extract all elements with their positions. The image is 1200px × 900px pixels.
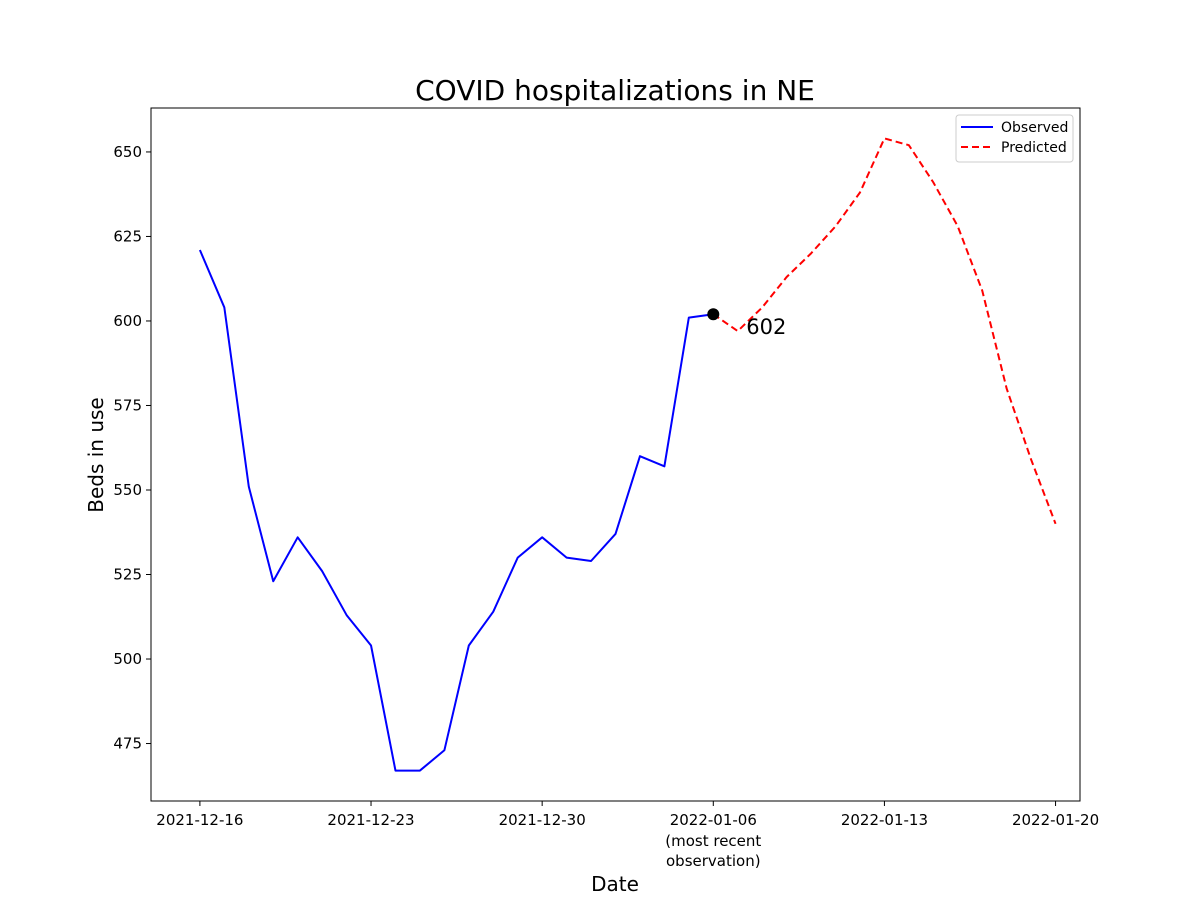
y-tick-label: 575: [113, 396, 142, 414]
y-axis: 475 500 525 550 575 600 625 650: [113, 143, 151, 753]
annotation-marker: [707, 308, 720, 321]
x-axis: 2021-12-16 2021-12-23 2021-12-30 2022-01-06…: [156, 801, 1099, 870]
legend-label-observed: Observed: [1001, 120, 1068, 136]
x-tick-label: 2021-12-30: [499, 811, 586, 829]
series-line-predicted: [712, 137, 1057, 525]
annotation-label: 602: [746, 315, 786, 339]
y-tick-label: 650: [113, 143, 142, 161]
y-tick-label: 475: [113, 735, 142, 753]
chart-title: COVID hospitalizations in NE: [415, 74, 815, 107]
y-tick-label: 600: [113, 312, 142, 330]
x-tick-sublabel: observation): [666, 852, 761, 870]
x-tick-sublabel: (most recent: [665, 832, 761, 850]
y-tick-label: 625: [113, 227, 142, 245]
x-tick-label: 2022-01-13: [841, 811, 928, 829]
y-tick-label: 500: [113, 650, 142, 668]
y-tick-label: 525: [113, 566, 142, 584]
plot-area: 602: [198, 137, 1057, 772]
y-axis-label: Beds in use: [84, 397, 108, 513]
x-axis-label: Date: [591, 872, 639, 896]
x-tick-label: 2021-12-16: [156, 811, 243, 829]
x-tick-label: 2022-01-20: [1012, 811, 1099, 829]
x-tick-label: 2021-12-23: [327, 811, 414, 829]
legend: Observed Predicted: [955, 114, 1074, 163]
series-line-observed: [198, 249, 714, 772]
plot-frame: [150, 107, 1081, 802]
y-tick-label: 550: [113, 481, 142, 499]
legend-label-predicted: Predicted: [1001, 140, 1067, 156]
x-tick-label: 2022-01-06: [670, 811, 757, 829]
